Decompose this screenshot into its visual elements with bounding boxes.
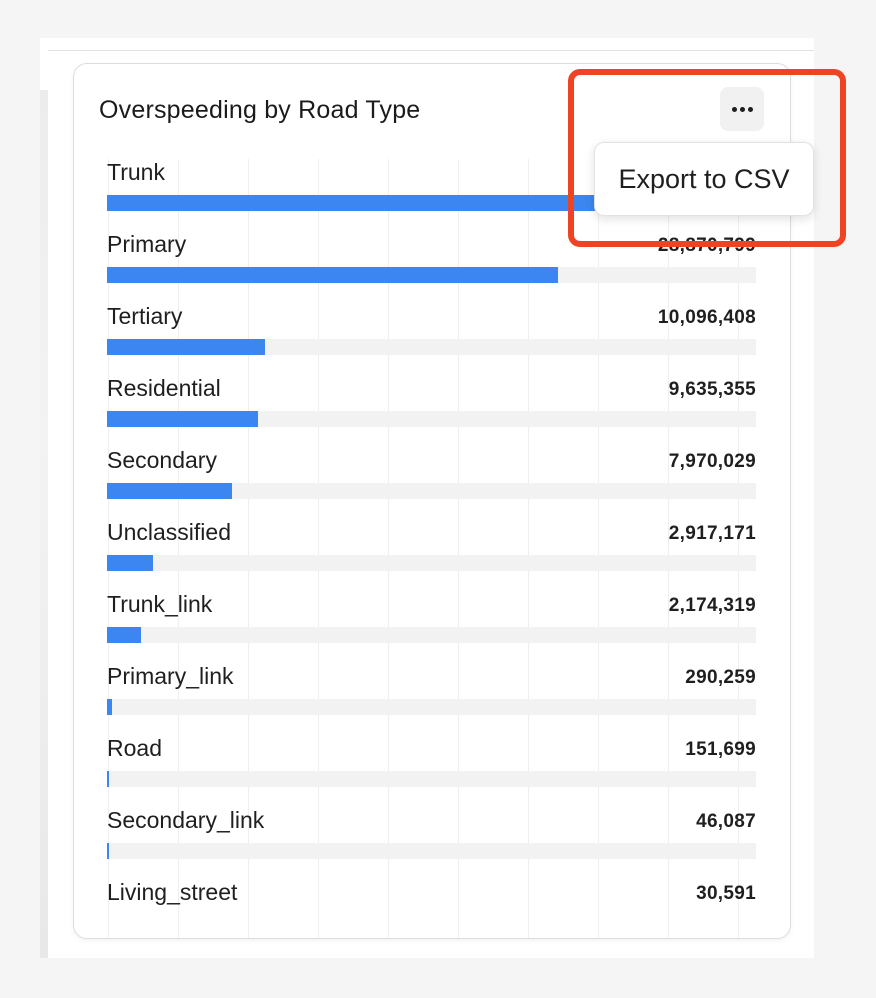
card-title: Overspeeding by Road Type [99, 96, 421, 124]
bar-value-label: 2,917,171 [668, 523, 756, 544]
grid-line [388, 159, 389, 938]
highlight-annotation-box [568, 69, 846, 247]
bar-track [107, 699, 756, 715]
bar-label: Tertiary [107, 303, 183, 329]
bar [107, 267, 558, 283]
bar-label: Trunk_link [107, 591, 213, 617]
bar-label: Primary_link [107, 663, 234, 689]
bar-row: Unclassified 2,917,171 [107, 519, 756, 591]
bar-row: Road 151,699 [107, 735, 756, 807]
bar [107, 843, 109, 859]
bar-track [107, 267, 756, 283]
bar [107, 195, 756, 211]
grid-line [528, 159, 529, 938]
map-background-edge [40, 90, 48, 958]
bar-value-label: 46,087 [696, 811, 756, 832]
bar [107, 699, 112, 715]
bar-value-label: 290,259 [685, 667, 756, 688]
bar-row: Primary 28,870,799 [107, 231, 756, 303]
grid-line [248, 159, 249, 938]
bar-label: Trunk [107, 159, 165, 185]
bar-track [107, 843, 756, 859]
grid-line [668, 159, 669, 938]
bar-row: Residential 9,635,355 [107, 375, 756, 447]
grid-line [458, 159, 459, 938]
bar [107, 411, 258, 427]
grid-line [738, 159, 739, 938]
bar-row: Trunk [107, 159, 756, 231]
bar-label: Secondary_link [107, 807, 265, 833]
grid-line [108, 159, 109, 938]
more-options-button[interactable] [720, 87, 764, 131]
bar-value-label: 7,970,029 [668, 451, 756, 472]
bar-label: Living_street [107, 879, 238, 905]
bar [107, 771, 109, 787]
bar-track [107, 627, 756, 643]
bar-row: Trunk_link 2,174,319 [107, 591, 756, 663]
bar-track [107, 339, 756, 355]
bar-track [107, 411, 756, 427]
bar-track [107, 555, 756, 571]
bar-label: Road [107, 735, 162, 761]
bar-value-label: 10,096,408 [657, 307, 756, 328]
bar [107, 483, 232, 499]
grid-line [318, 159, 319, 938]
bar [107, 339, 265, 355]
bar-track [107, 771, 756, 787]
bar [107, 627, 141, 643]
more-horizontal-icon [731, 106, 753, 112]
divider [48, 50, 814, 51]
bar-row: Secondary 7,970,029 [107, 447, 756, 519]
bar-value-label: 30,591 [696, 883, 756, 904]
options-dropdown-menu: Export to CSV [594, 142, 814, 216]
bar-track [107, 195, 756, 211]
bar-value-label: 151,699 [685, 739, 756, 760]
bar-track [107, 483, 756, 499]
export-to-csv-menu-item[interactable]: Export to CSV [618, 163, 790, 194]
bar-label: Primary [107, 231, 187, 257]
bar-row: Living_street 30,591 [107, 879, 756, 938]
bar-value-label: 2,174,319 [668, 595, 756, 616]
grid-line [598, 159, 599, 938]
bar-row: Secondary_link 46,087 [107, 807, 756, 879]
bar-value-label: 9,635,355 [668, 379, 756, 400]
bar-label: Unclassified [107, 519, 231, 545]
bar-row: Tertiary 10,096,408 [107, 303, 756, 375]
bar-label: Residential [107, 375, 221, 401]
bar-row: Primary_link 290,259 [107, 663, 756, 735]
bar-label: Secondary [107, 447, 217, 473]
bar [107, 555, 153, 571]
grid-line [178, 159, 179, 938]
